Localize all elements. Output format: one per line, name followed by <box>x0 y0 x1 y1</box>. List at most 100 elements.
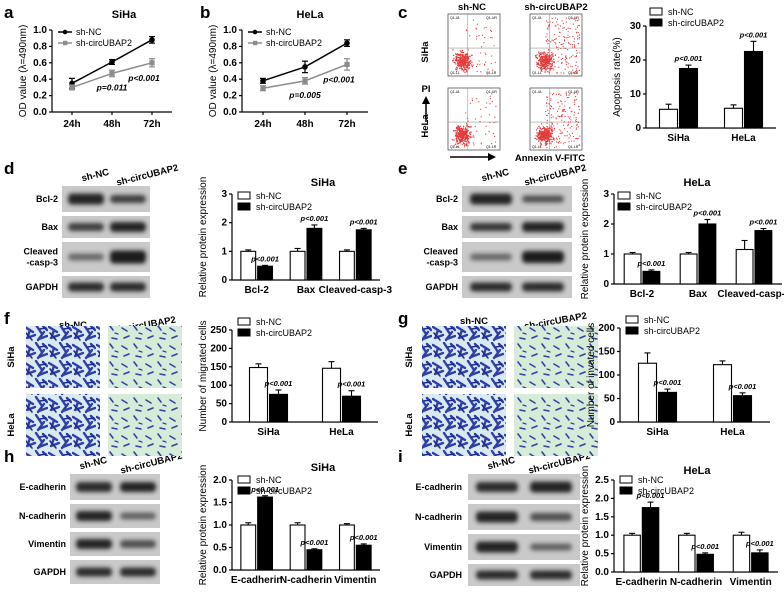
panel-label-b: b <box>200 3 210 22</box>
protein-band <box>530 543 572 551</box>
protein-band <box>476 511 518 523</box>
flow-quadrant-label: Q1-UL <box>450 16 460 20</box>
flow-quadrant-label: Q1-LL <box>532 145 542 149</box>
protein-band <box>68 253 104 261</box>
data-point <box>109 59 115 65</box>
y-tick-label: 30 <box>630 21 642 32</box>
transwell-row-label: SiHa <box>6 346 17 368</box>
panel-title-i: HeLa <box>684 465 712 477</box>
blot-row: E-cadherin <box>415 474 580 500</box>
protein-band <box>76 567 112 577</box>
panel-label-a: a <box>4 3 14 22</box>
blot-row-label: Bax <box>41 222 58 232</box>
legend-swatch <box>617 202 631 211</box>
flow-quadrant-label: Q1-UL <box>532 90 542 94</box>
x-tick-label: 24h <box>63 119 80 130</box>
blot-row-label: GAPDH <box>425 282 458 292</box>
p-value-annotation: p<0.001 <box>127 73 160 83</box>
bar-rect <box>257 496 274 571</box>
y-axis-label: Relative protein expression <box>580 466 591 587</box>
y-tick-label: 1.0 <box>33 25 47 36</box>
x-tick-label: HeLa <box>329 427 354 438</box>
bar-sh-circubap2 <box>657 388 678 423</box>
y-axis-label: OD value (λ=490nm) <box>208 25 219 118</box>
charts: 0.0 0.2 0.4 0.6 0.8 1.0 OD value (λ=490nm) 24h 4… <box>18 7 784 588</box>
protein-band <box>110 282 146 292</box>
legend-swatch <box>237 328 251 337</box>
x-tick-label: 24h <box>254 119 271 130</box>
bar-chart-d: 0 1 2 3 Relative protein expression Bcl-2 Bax C… <box>198 177 392 298</box>
flow-quadrant-label: Q1-UL <box>450 90 460 94</box>
flow-y-axis-label: PI <box>422 84 431 95</box>
bar-rect <box>623 534 641 573</box>
blot-row: Bcl-2 <box>436 186 572 212</box>
blot-col-label-nc: sh-NC <box>78 455 108 472</box>
bar-rect <box>289 524 306 571</box>
x-tick-label: E-cadherin <box>615 577 667 588</box>
p-value-annotation: p<0.001 <box>749 218 778 227</box>
blot-col-label-circ: sh-circUBAP2 <box>523 163 587 189</box>
y-axis-label: Relative protein expression <box>580 179 591 300</box>
bar-sh-circubap2 <box>698 218 717 285</box>
y-tick-label: 0 <box>609 417 615 428</box>
flow-row-label-hela: HeLa <box>420 114 431 138</box>
data-point <box>344 61 350 68</box>
bar-sh-nc <box>338 523 355 571</box>
panel-label-h: h <box>4 447 14 466</box>
bar-sh-circubap2 <box>355 227 372 281</box>
p-value-annotation: p<0.001 <box>349 217 378 226</box>
legend-label: sh-circUBAP2 <box>256 328 312 338</box>
y-tick-label: 0.8 <box>33 41 47 52</box>
bar-sh-circubap2 <box>306 548 323 571</box>
flow-quadrant-label: Q1-LR <box>568 145 579 149</box>
bar-rect <box>698 223 717 285</box>
y-tick-label: 100 <box>210 380 227 391</box>
y-tick-label: 0.0 <box>213 565 227 576</box>
p-value-annotation: p<0.001 <box>693 209 722 218</box>
flow-dot-plot: Q1-UL Q1-UR Q1-LL Q1-LR <box>529 87 583 151</box>
blot-strip <box>462 216 572 238</box>
x-tick-label: Vimentin <box>334 575 376 586</box>
bar-rect <box>712 364 733 423</box>
flow-col-label-circ: sh-circUBAP2 <box>524 2 587 13</box>
blot-col-label-nc: sh-NC <box>80 167 110 184</box>
legend-label: sh-NC <box>256 317 282 327</box>
bar-sh-nc <box>321 361 342 423</box>
y-tick-label: 0 <box>635 123 641 134</box>
p-value-annotation: p<0.001 <box>322 74 355 84</box>
series-sh-circubap2 <box>69 58 155 91</box>
y-tick-label: 1.0 <box>213 520 227 531</box>
y-tick-label: 2.0 <box>213 475 227 486</box>
y-tick-label: 0.8 <box>223 41 237 52</box>
flow-quadrant-label: Q1-UR <box>568 16 579 20</box>
y-tick-label: 0.5 <box>595 549 609 560</box>
flow-row-label-siha: SiHa <box>420 41 431 63</box>
y-tick-label: 0.4 <box>33 74 47 85</box>
legend-swatch <box>237 202 251 211</box>
y-tick-label: 150 <box>598 347 615 358</box>
blot-row: Vimentin <box>28 532 160 556</box>
blot-col-label-nc: sh-NC <box>486 455 516 472</box>
blot-row-label: GAPDH <box>33 567 66 577</box>
y-tick-label: 0 <box>221 417 227 428</box>
legend-swatch <box>619 475 633 484</box>
protein-band <box>522 222 564 232</box>
bar-rect <box>637 362 658 423</box>
panel-title-d: SiHa <box>311 177 336 189</box>
y-tick-label: 0.6 <box>223 58 237 69</box>
y-tick-label: 10 <box>630 89 642 100</box>
protein-band <box>68 282 104 292</box>
legend-swatch <box>625 326 639 335</box>
blot-row: Bax <box>41 216 150 238</box>
x-tick-label: 72h <box>338 119 355 130</box>
blot-row-label: -casp-3 <box>26 258 58 268</box>
panel-label-d: d <box>4 159 14 178</box>
y-axis-label: Number of invated cells <box>586 323 597 428</box>
western-blot-siha-emt: sh-NC sh-circUBAP2E-cadherinN-cadherinVim… <box>19 451 183 584</box>
bar-sh-circubap2 <box>754 227 773 285</box>
panel-label-c: c <box>398 3 407 22</box>
protein-band <box>476 482 518 492</box>
